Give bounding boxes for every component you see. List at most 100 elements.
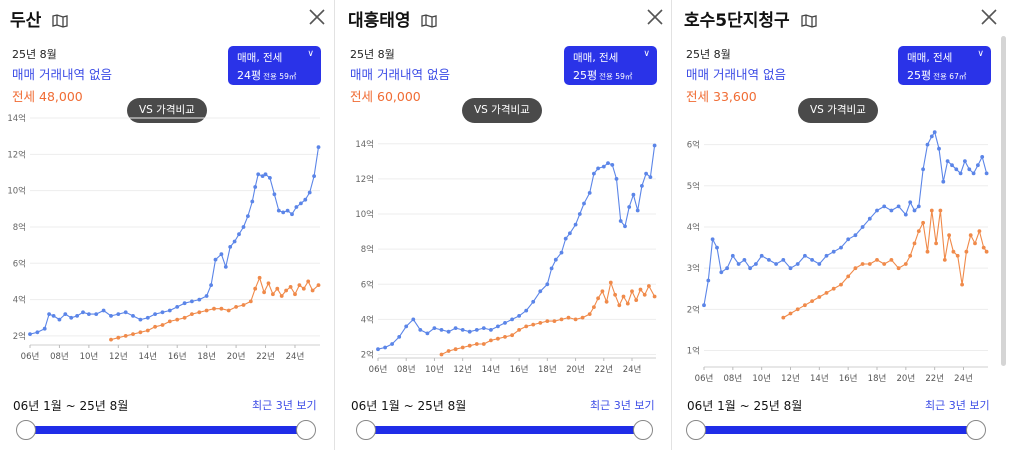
data-point [190,299,194,304]
data-point [742,258,747,262]
close-icon[interactable] [307,7,327,27]
data-point [860,225,865,229]
period-slider-track[interactable] [26,426,306,434]
data-point [925,142,930,147]
data-point [617,303,622,308]
filter-dropdown[interactable]: 매매, 전세 ∨ 25평 전용 59㎡ [564,46,657,85]
trade-status: 매매 거래내역 없음 [12,67,112,82]
slider-start-handle[interactable] [356,420,376,440]
data-point [253,286,258,291]
data-point [503,335,507,339]
y-tick-label: 8억 [13,222,26,233]
data-point [947,233,951,238]
data-point [439,328,444,332]
data-point [281,210,286,215]
lease-price: 전세 33,600 [686,86,757,105]
period-slider-track[interactable] [696,426,976,434]
data-point [260,174,265,179]
slider-end-handle[interactable] [296,420,316,440]
map-icon[interactable] [800,13,817,33]
data-point [390,342,394,346]
data-point [290,212,294,217]
apartment-name: 두산 [10,11,42,31]
data-point [592,171,596,176]
data-point [960,282,964,287]
data-point [715,245,719,250]
slider-start-handle[interactable] [686,420,706,440]
y-tick-label: 10억 [355,209,374,220]
y-tick-label: 6억 [687,140,700,151]
data-point [123,310,128,315]
trade-status: 매매 거래내역 없음 [350,67,450,82]
data-point [781,315,786,320]
recent-3y-button[interactable]: 최근 3년 보기 [590,399,655,412]
period-slider-track[interactable] [366,426,644,434]
lease-label: 전세 [12,89,36,104]
slider-start-handle[interactable] [16,420,36,440]
vs-compare-button[interactable]: VS 가격비교 [127,98,207,123]
map-icon[interactable] [52,13,68,33]
close-icon[interactable] [645,7,665,27]
data-point [489,328,493,332]
data-point [573,317,578,322]
x-tick-label: 10년 [425,364,444,375]
data-point [938,208,943,213]
period-range: 06년 1월 ~ 25년 8월 [687,399,803,413]
data-point [774,262,778,266]
data-point [116,335,121,340]
data-point [630,289,634,294]
data-point [212,306,216,311]
vs-compare-button[interactable]: VS 가격비교 [462,98,542,123]
data-point [921,220,925,225]
data-point [109,337,113,342]
apartment-name: 호수5단지청구 [684,11,790,31]
apartment-panel: 호수5단지청구 25년 8월 매매 거래내역 없음 전세 33,600 매매, … [674,0,1004,450]
data-point [889,258,894,262]
map-icon[interactable] [421,13,438,33]
data-point [223,265,228,269]
vs-compare-button[interactable]: VS 가격비교 [798,98,878,123]
data-point [942,258,947,262]
x-tick-label: 18년 [538,364,557,375]
data-point [496,336,500,341]
data-point [908,253,913,258]
data-point [941,179,946,184]
recent-3y-button[interactable]: 최근 3년 보기 [252,399,317,412]
y-tick-label: 4억 [13,295,26,306]
data-point [937,146,941,151]
size-value: 25평 [573,69,598,82]
series-line [377,145,656,350]
data-point [182,301,187,306]
data-point [638,287,643,292]
data-point [411,317,416,322]
data-point [257,275,262,280]
slider-end-handle[interactable] [633,420,653,440]
data-point [425,331,430,336]
data-point [559,317,564,322]
lease-value: 60,000 [377,89,421,104]
scrollbar[interactable] [1001,36,1006,366]
data-point [824,253,829,258]
apartment-title: 대흥태영 [348,6,438,33]
apartment-panel: 두산 25년 8월 매매 거래내역 없음 전세 48,000 매매, 전세 ∨ … [0,0,330,450]
data-point [976,163,980,168]
data-point [496,324,500,329]
recent-3y-button[interactable]: 최근 3년 보기 [925,399,990,412]
data-point [182,315,187,320]
x-tick-label: 08년 [397,364,416,375]
slider-end-handle[interactable] [966,420,986,440]
data-point [971,171,976,176]
data-point [439,352,444,357]
close-icon[interactable] [979,7,999,27]
data-point [288,285,293,289]
data-point [875,208,879,213]
filter-dropdown[interactable]: 매매, 전세 ∨ 24평 전용 59㎡ [228,46,321,85]
data-point [608,280,613,285]
data-point [531,322,536,327]
data-point [916,204,921,209]
filter-dropdown[interactable]: 매매, 전세 ∨ 25평 전용 67㎡ [898,46,991,85]
data-point [138,330,143,335]
data-point [517,314,521,318]
data-point [153,324,158,329]
